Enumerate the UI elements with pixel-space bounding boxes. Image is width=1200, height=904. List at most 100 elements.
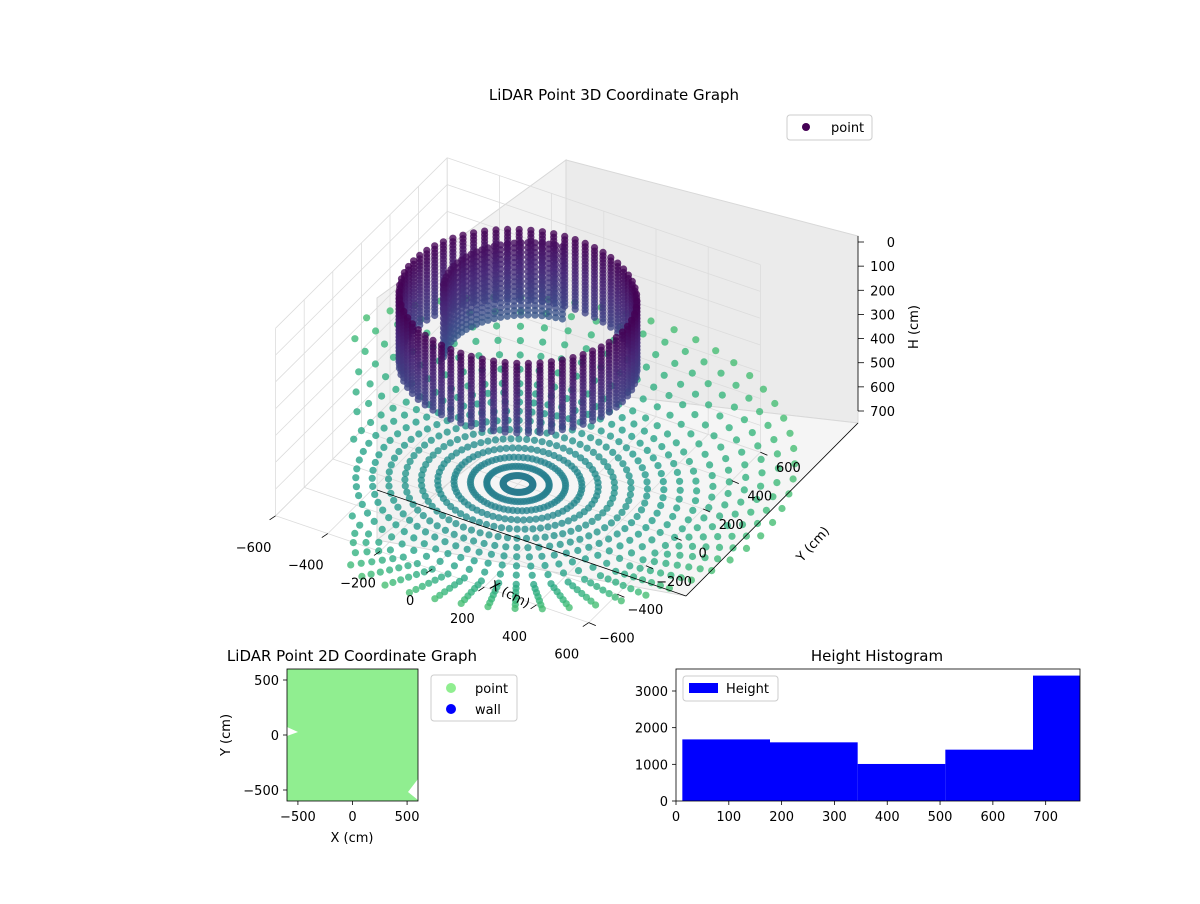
point-3d [395,564,403,572]
point-3d [653,403,661,411]
y-tick-3d [760,451,768,456]
point-3d [753,495,761,503]
point-3d [647,317,655,325]
point-3d [355,368,363,376]
point-3d [395,447,403,456]
point-3d [485,531,493,539]
point-3d [564,327,572,335]
point-3d [421,528,430,536]
point-3d [672,439,680,447]
legend-wall-label: wall [475,703,501,718]
point-3d [774,464,783,472]
ticks-3d: −600−400−2000200400600−600−400−200020040… [236,236,895,663]
point-3d [402,424,410,432]
point-3d [363,314,371,322]
point-3d [626,491,635,499]
point-3d [445,516,453,524]
point-3d [648,517,656,525]
point-3d [444,570,452,578]
point-3d [714,555,722,563]
point-3d [478,318,486,326]
point-3d [350,435,358,443]
point-3d [523,497,531,505]
point-3d [552,314,560,322]
point-3d [721,501,729,509]
point-3d [687,430,695,438]
point-3d [412,585,420,594]
point-3d [550,551,558,559]
point-3d [675,495,683,503]
point-3d [656,581,665,590]
point-3d [553,442,561,450]
point-3d [435,432,443,440]
point-3d [666,411,674,419]
point-3d [538,438,546,446]
x-axis-label-3d: X (cm) [487,578,532,611]
point-3d [524,311,532,319]
point-3d [357,559,365,567]
point-3d [677,420,685,428]
point-3d [599,318,607,326]
point-3d [420,568,428,576]
point-3d [701,450,709,458]
point-3d [494,336,502,344]
x-tick-3d [269,515,276,521]
point-3d [753,519,762,528]
point-3d [359,447,367,456]
point-3d [621,525,629,533]
y-tick-label-3d: 200 [719,518,744,533]
point-3d [642,363,651,371]
point-3d [653,509,661,517]
point-3d [403,463,411,471]
point-3d [467,422,475,430]
point-3d [650,435,658,443]
point-3d [347,561,355,569]
point-3d [691,411,699,419]
point-3d [616,554,624,563]
point-3d [458,446,466,454]
point-3d [469,430,477,438]
point-3d [561,302,569,310]
point-3d [627,519,636,527]
point-3d [513,543,521,552]
point-3d [494,533,502,541]
point-3d [441,538,449,546]
point-3d [715,543,724,552]
x-tick-3d [582,622,590,627]
point-3d [501,515,509,523]
points-3d [347,225,799,613]
point-3d [386,566,394,574]
point-3d [728,532,736,540]
point-3d [403,488,411,496]
point-3d [657,569,665,577]
point-3d [599,509,607,517]
point-3d [625,472,633,480]
x-tick-3d [478,586,485,592]
point-3d [503,534,512,542]
point-3d [671,359,679,367]
point-3d [352,483,360,491]
point-3d [626,562,634,570]
point-3d [610,478,618,486]
point-3d [412,570,421,579]
point-3d [639,330,647,338]
point-3d [637,506,646,514]
plot-2d-title: LiDAR Point 2D Coordinate Graph [227,647,477,665]
point-3d [536,429,544,437]
legend-hist-box [682,675,779,702]
y-tick-3d [645,565,654,570]
point-3d [538,552,546,560]
point-3d [516,351,524,359]
x-tick-label-2d: 0 [348,810,356,825]
point-3d [670,326,678,334]
point-3d [770,436,778,444]
point-3d [516,337,525,345]
point-3d [723,522,732,530]
point-3d [372,431,380,440]
point-3d [695,440,703,448]
legend-hist: Height [682,675,779,702]
point-3d [423,425,431,433]
point-3d [597,427,605,435]
point-3d [394,430,402,438]
